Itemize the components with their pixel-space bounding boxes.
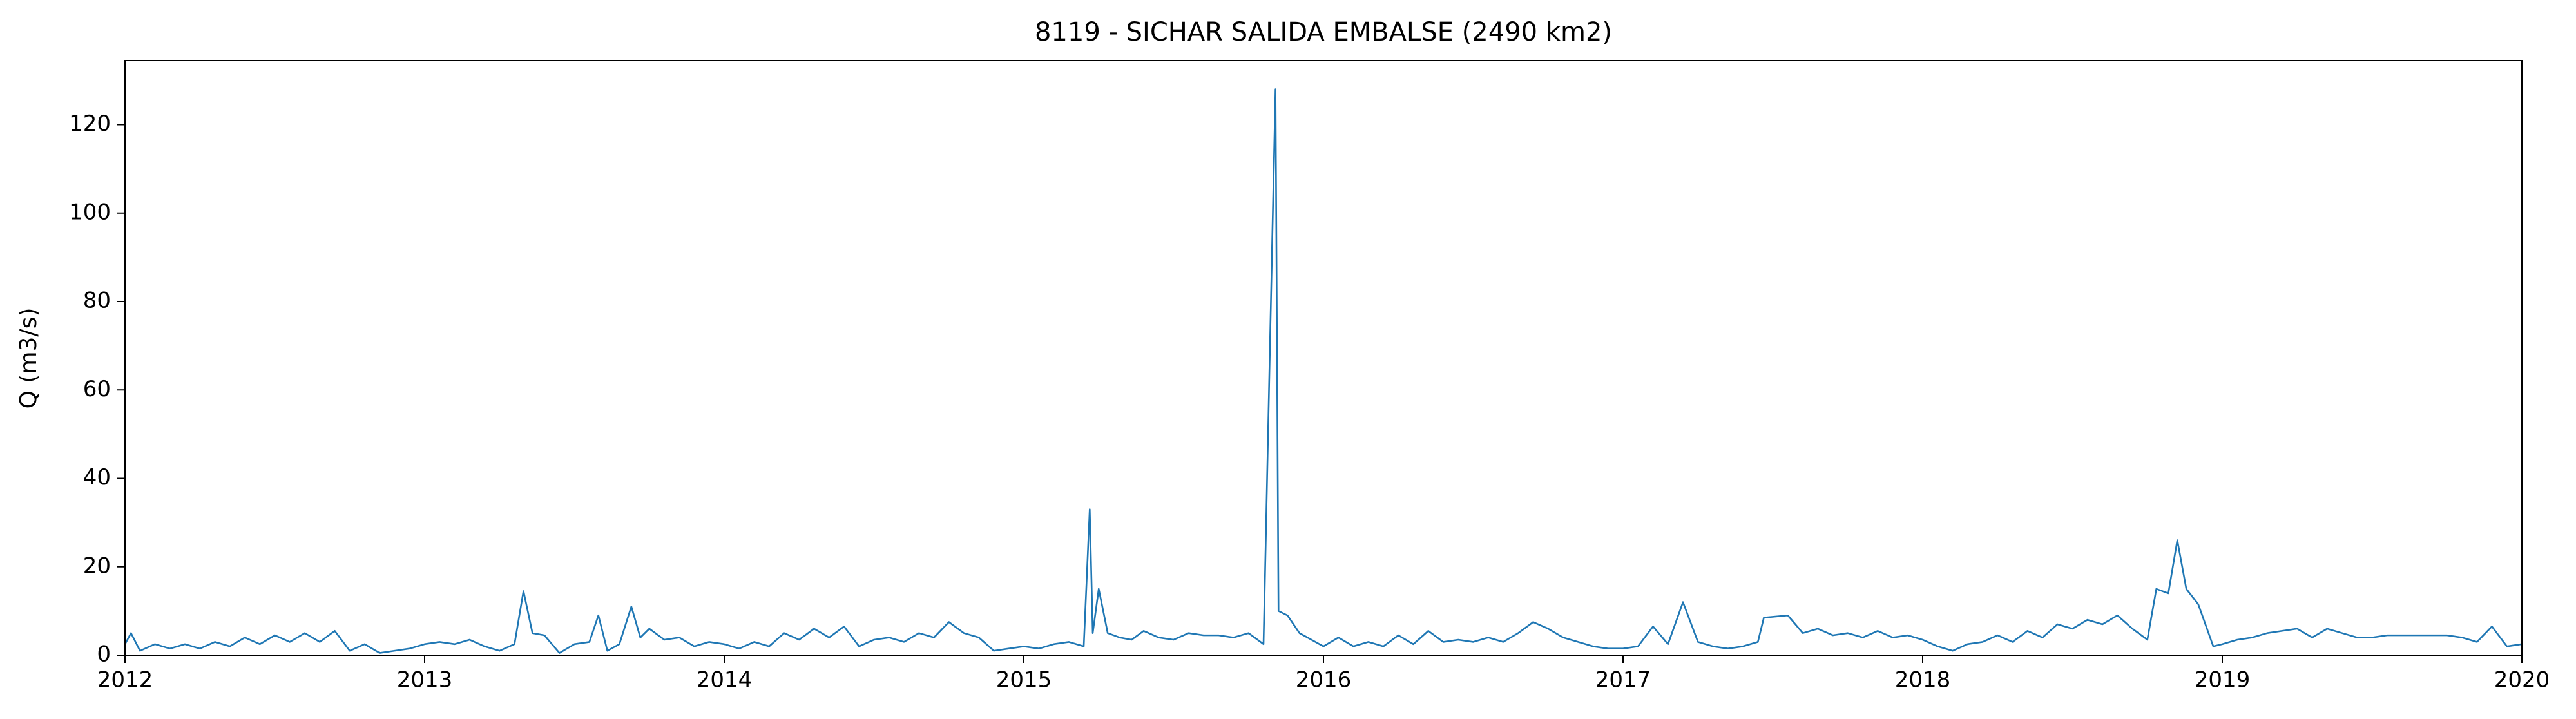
y-tick-label: 40 — [83, 465, 111, 490]
y-tick-label: 80 — [83, 288, 111, 314]
x-tick-label: 2017 — [1595, 667, 1651, 693]
data-line — [124, 88, 2523, 654]
y-tick-label: 100 — [69, 199, 111, 225]
x-tick-label: 2019 — [2195, 667, 2251, 693]
x-tick-label: 2015 — [996, 667, 1052, 693]
x-tick-label: 2012 — [97, 667, 153, 693]
y-tick-label: 60 — [83, 376, 111, 402]
y-tick-label: 120 — [69, 111, 111, 137]
x-tick-label: 2014 — [697, 667, 753, 693]
x-tick-label: 2016 — [1296, 667, 1352, 693]
x-tick-label: 2020 — [2494, 667, 2550, 693]
y-tick-label: 20 — [83, 553, 111, 579]
x-tick-label: 2013 — [397, 667, 453, 693]
plot-frame — [124, 60, 2523, 656]
chart-title: 8119 - SICHAR SALIDA EMBALSE (2490 km2) — [1035, 17, 1612, 47]
y-tick-label: 0 — [97, 642, 111, 667]
y-axis-label: Q (m3/s) — [15, 308, 42, 409]
x-tick-label: 2018 — [1895, 667, 1951, 693]
